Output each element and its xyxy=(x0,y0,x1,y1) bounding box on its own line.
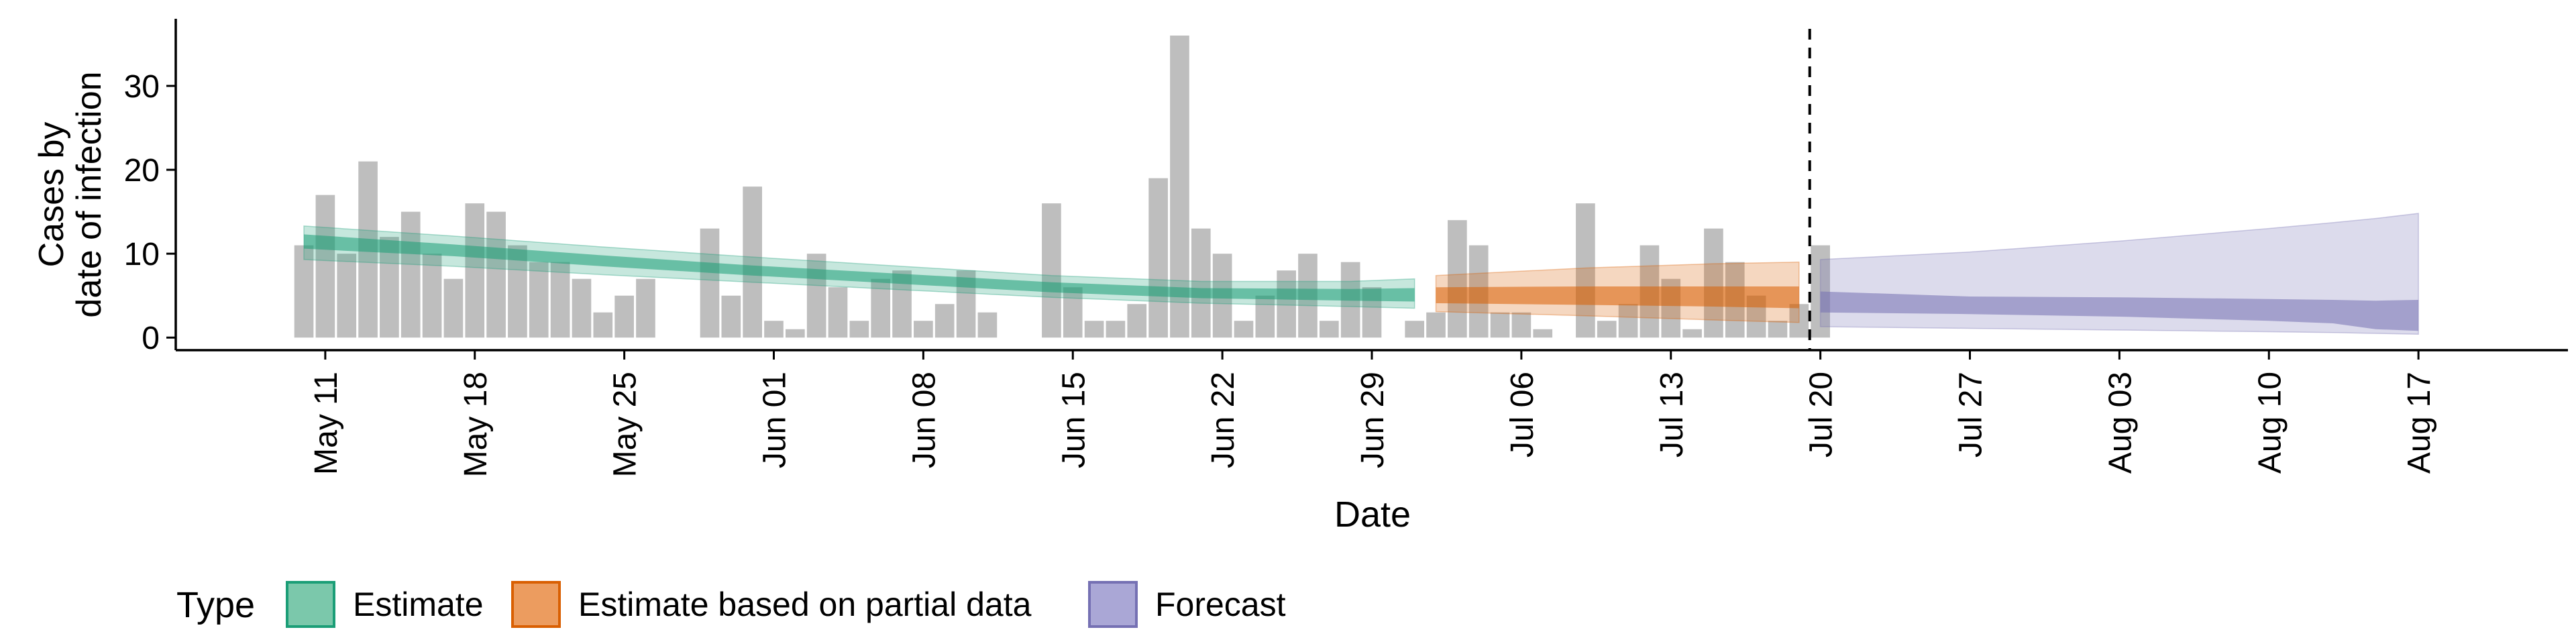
case-bar xyxy=(1106,321,1126,338)
case-bar xyxy=(806,254,826,338)
case-bar xyxy=(786,329,805,338)
legend-key-forecast xyxy=(1088,581,1138,628)
legend-label-estimate: Estimate xyxy=(353,586,484,623)
case-bar xyxy=(828,287,848,338)
y-axis-title-line-1: Cases by xyxy=(32,122,71,268)
case-bar xyxy=(1277,270,1296,338)
case-bar xyxy=(1576,203,1595,338)
case-bar xyxy=(743,186,762,338)
case-bar xyxy=(614,295,634,338)
x-tick-label: Aug 17 xyxy=(2402,372,2437,474)
case-bar xyxy=(914,321,933,338)
case-bar xyxy=(764,321,784,338)
case-bar xyxy=(871,278,891,338)
case-bar xyxy=(934,304,955,338)
case-bar xyxy=(529,262,549,338)
case-bar xyxy=(1127,304,1147,338)
forecast-band-50 xyxy=(1820,291,2419,331)
case-bar xyxy=(1490,312,1510,338)
x-tick-label: Jul 06 xyxy=(1505,372,1540,458)
case-bar xyxy=(1234,321,1254,338)
estimate-based-on-partial-data-band-50 xyxy=(1436,286,1799,309)
case-bar xyxy=(1768,321,1788,338)
case-bar xyxy=(700,228,720,338)
x-tick-label: Aug 03 xyxy=(2102,372,2138,474)
case-bar xyxy=(636,278,655,338)
case-bar xyxy=(1704,228,1723,338)
x-tick-label: Jun 22 xyxy=(1205,372,1241,468)
case-bar xyxy=(422,254,442,338)
legend-key-estimate-based-on-partial-data xyxy=(511,581,561,628)
case-bar xyxy=(1063,287,1083,338)
case-bar xyxy=(337,254,357,338)
case-bar xyxy=(380,237,399,338)
x-tick-label: May 11 xyxy=(309,372,344,475)
case-bar xyxy=(1618,304,1638,338)
case-bar xyxy=(977,312,998,338)
legend-label-forecast: Forecast xyxy=(1155,586,1286,623)
y-axis-title-line-2: date of infection xyxy=(70,71,109,317)
case-bar xyxy=(486,211,506,338)
x-tick-label: Aug 10 xyxy=(2252,372,2288,474)
case-bar xyxy=(443,278,464,338)
y-axis-title: Cases by date of infection xyxy=(32,71,109,317)
case-bar xyxy=(294,245,314,338)
x-tick-label: Jun 29 xyxy=(1355,372,1391,468)
case-bar xyxy=(1084,321,1104,338)
case-bar xyxy=(593,312,613,338)
case-bar xyxy=(1148,178,1168,338)
legend-key-estimate xyxy=(286,581,335,628)
case-bar xyxy=(550,262,570,338)
legend: Type Estimate Estimate based on partial d… xyxy=(176,581,1286,628)
case-bar xyxy=(1405,321,1425,338)
x-tick-label: Jun 15 xyxy=(1056,372,1091,468)
case-bar xyxy=(1533,329,1553,338)
x-tick-label: Jun 01 xyxy=(757,372,793,468)
y-tick-label: 30 xyxy=(124,69,160,105)
x-tick-label: Jul 27 xyxy=(1953,372,1989,458)
legend-title: Type xyxy=(176,585,255,625)
case-bar xyxy=(1597,321,1617,338)
case-bar xyxy=(315,195,335,338)
y-tick-label: 0 xyxy=(142,321,160,356)
estimate-band-50 xyxy=(304,234,1415,302)
case-bar xyxy=(1042,203,1061,338)
x-tick-label: Jul 13 xyxy=(1654,372,1690,458)
case-bar xyxy=(572,278,592,338)
axes: 0 10 20 30 May 11 May 18 May 25 Jun 01 Jun 08 Jun… xyxy=(124,19,2568,477)
case-bar xyxy=(1682,329,1702,338)
x-tick-label: May 18 xyxy=(458,372,494,477)
x-axis-title: Date xyxy=(1334,494,1411,535)
legend-label-estimate-based-on-partial-data: Estimate based on partial data xyxy=(578,586,1032,623)
case-bar xyxy=(465,203,485,338)
case-bar xyxy=(1426,312,1446,338)
case-bar xyxy=(1319,321,1339,338)
x-tick-label: May 25 xyxy=(608,372,643,477)
case-bar xyxy=(1789,304,1809,338)
case-bar xyxy=(1511,312,1532,338)
y-tick-label: 20 xyxy=(124,153,160,189)
case-bar xyxy=(1448,220,1467,338)
case-bar xyxy=(1255,295,1275,338)
x-tick-label: Jul 20 xyxy=(1804,372,1839,458)
case-bar xyxy=(1811,245,1830,338)
x-tick-label: Jun 08 xyxy=(906,372,942,468)
case-bar xyxy=(400,211,421,338)
case-bar xyxy=(721,295,741,338)
case-bar xyxy=(1191,228,1211,338)
estimate-bands xyxy=(303,213,2419,335)
y-tick-label: 10 xyxy=(124,237,160,272)
case-bar xyxy=(849,321,869,338)
